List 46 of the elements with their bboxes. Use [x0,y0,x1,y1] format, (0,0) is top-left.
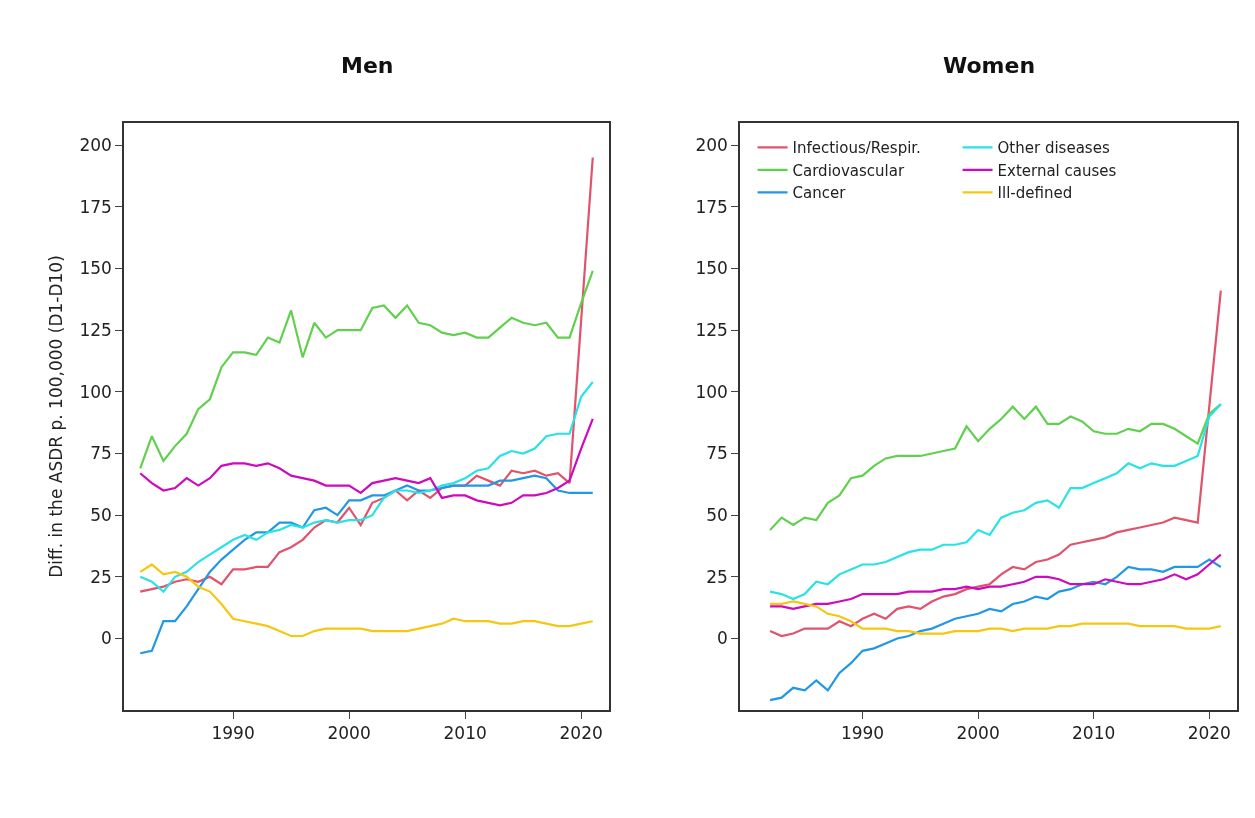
x-tick-label: 2010 [443,723,487,744]
y-tick-label: 0 [717,628,728,649]
line-series [768,600,1222,635]
x-tick-label: 1990 [840,723,885,744]
line-series [768,289,1222,638]
line-series [768,558,1222,702]
line-series [768,403,1222,601]
y-tick-label: 175 [79,196,112,217]
legend-label: Ill-defined [997,184,1073,203]
line-series [139,269,594,470]
y-tick-label: 125 [695,320,728,341]
x-tick-label: 2020 [559,723,603,744]
legend-label: Infectious/Respir. [792,139,921,158]
legend-label: Cardiovascular [792,161,905,180]
y-tick-label: 25 [706,566,728,587]
y-tick-label: 175 [695,196,728,217]
chart-title: Women [943,53,1036,78]
y-axis-title: Diff. in the ASDR p. 100,000 (D1-D10) [46,255,67,578]
y-tick-label: 75 [706,443,728,464]
y-tick-label: 25 [90,566,112,587]
line-series [768,553,1222,610]
y-tick-label: 50 [706,505,728,526]
y-tick-label: 100 [79,381,112,402]
y-tick-label: 75 [90,443,112,464]
y-tick-label: 125 [79,320,112,341]
x-tick-label: 2010 [1072,723,1116,744]
line-series [139,156,594,593]
line-series [139,380,594,593]
line-series [139,417,594,507]
x-tick-label: 2000 [956,723,1000,744]
legend-label: Cancer [792,184,847,203]
legend-label: External causes [997,161,1117,180]
y-tick-label: 200 [79,135,112,156]
y-tick-label: 200 [695,135,728,156]
line-series [139,474,594,655]
legend-label: Other diseases [997,139,1110,158]
y-tick-label: 0 [101,628,112,649]
y-tick-label: 150 [79,258,112,279]
y-tick-label: 150 [695,258,728,279]
chart-title: Men [341,53,394,78]
x-tick-label: 2000 [327,723,371,744]
x-tick-label: 2020 [1187,723,1231,744]
line-series [139,563,594,638]
x-tick-label: 1990 [211,723,255,744]
y-tick-label: 100 [695,381,728,402]
y-tick-label: 50 [90,505,112,526]
